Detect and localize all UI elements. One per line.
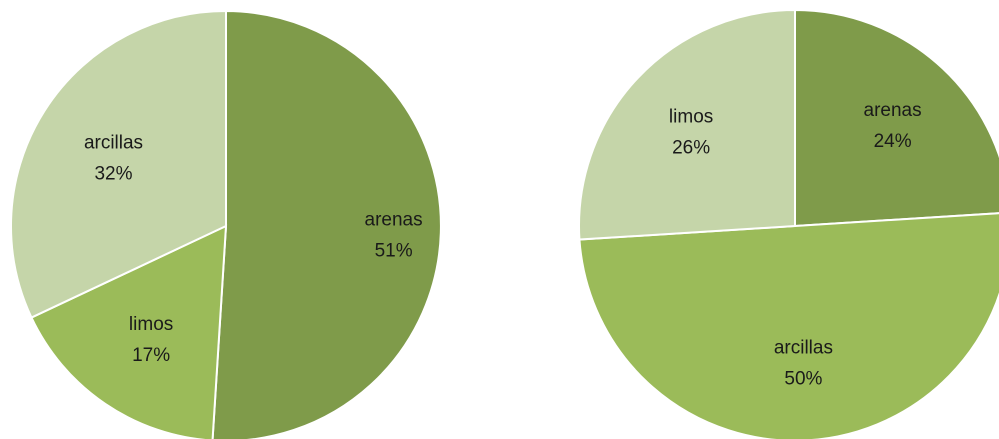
slice-category-label: arcillas [774,338,833,359]
pie-slice-arcillas [10,9,227,319]
slice-percent-label: 24% [874,131,912,152]
slice-percent-label: 50% [784,369,822,390]
slice-category-label: limos [129,314,173,335]
pie-chart-1: arenas 51% limos 17% arcillas 32% [10,9,442,439]
pie-slice-arcillas [578,212,999,439]
slice-percent-label: 26% [672,137,710,158]
slice-data-label: arenas 51% [365,209,423,261]
pie-slice-arenas [794,8,999,228]
pie-slice-arenas [211,9,442,439]
slice-data-label: limos 17% [129,314,173,366]
slice-category-label: arenas [864,100,922,121]
pie-chart-2: arenas 24% arcillas 50% limos 26% [578,8,999,439]
slice-percent-label: 32% [94,164,132,185]
slice-data-label: limos 26% [669,106,713,158]
slice-percent-label: 51% [375,240,413,261]
pie-slice-limos [30,224,228,439]
slice-category-label: limos [669,106,713,127]
pie-slice-limos [578,8,796,241]
slice-data-label: arcillas 32% [84,133,143,185]
slice-data-label: arcillas 50% [774,338,833,390]
slice-percent-label: 17% [132,345,170,366]
slice-category-label: arcillas [84,133,143,154]
slice-category-label: arenas [365,209,423,230]
slice-data-label: arenas 24% [864,100,922,152]
